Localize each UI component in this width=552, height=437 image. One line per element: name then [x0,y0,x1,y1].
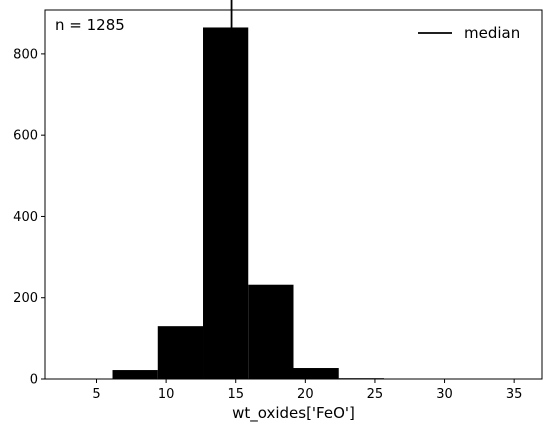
x-tick-label: 20 [297,387,314,402]
sample-count-annotation: n = 1285 [55,16,125,34]
plot-frame [44,9,543,380]
histogram-bar-2 [157,326,204,379]
y-tick-label: 800 [13,47,38,62]
x-axis-title: wt_oxides['FeO'] [232,404,355,423]
histogram-bars [112,27,520,379]
x-tick-label: 35 [506,387,523,402]
x-tick-label: 25 [367,387,384,402]
y-axis-ticks: 0 200 400 600 800 [13,47,45,388]
x-axis-ticks: 5 10 15 20 25 30 35 [92,379,522,402]
legend: median [418,24,520,42]
x-tick-label: 10 [158,387,175,402]
x-tick-label: 30 [436,387,453,402]
histogram-bar-3 [203,27,249,379]
x-tick-label: 5 [92,387,100,402]
histogram-bar-4 [248,284,294,379]
y-tick-label: 200 [13,291,38,306]
y-tick-label: 600 [13,129,38,144]
histogram-bar-1 [112,370,158,379]
histogram-bar-5 [293,368,339,379]
y-tick-label: 400 [13,210,38,225]
x-tick-label: 15 [227,387,244,402]
y-tick-label: 0 [30,373,38,388]
legend-median-label: median [464,24,520,42]
